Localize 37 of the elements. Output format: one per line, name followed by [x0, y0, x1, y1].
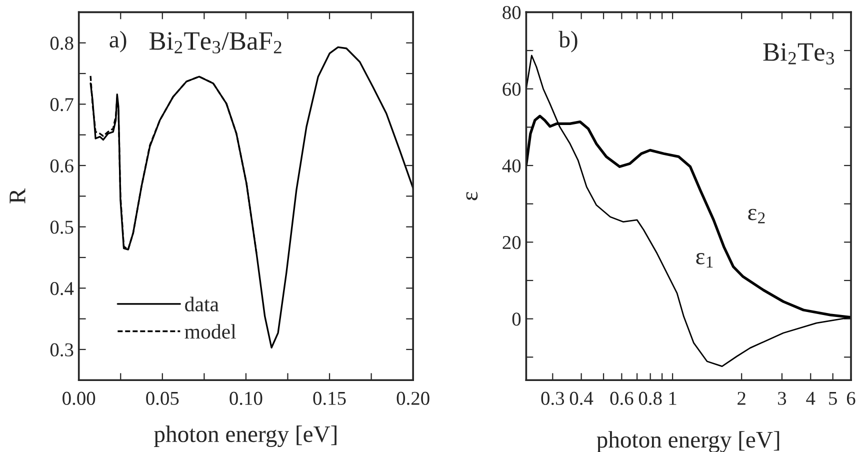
legend-label: data — [185, 296, 219, 312]
y-axis-title: ε — [466, 192, 478, 200]
y-tick-label: 0 — [512, 312, 521, 326]
x-tick-label: 3 — [778, 392, 786, 405]
x-tick-label: 1 — [669, 392, 676, 405]
annotation: Bi$_{2}$Te$_{3}$ — [763, 43, 834, 64]
y-tick-label: 0.7 — [50, 98, 74, 112]
y-tick-label: 0.6 — [50, 159, 74, 173]
annotation: Bi$_{2}$Te$_{3}$/BaF$_{2}$ — [149, 32, 282, 54]
y-tick-label: 0.3 — [50, 343, 74, 356]
y-tick-label: 40 — [502, 159, 521, 172]
y-tick-label: 0.5 — [50, 220, 74, 234]
x-tick-label: 6 — [846, 392, 856, 405]
y-tick-label: 0.8 — [50, 36, 74, 50]
x-tick-label: 0.05 — [146, 392, 179, 406]
x-tick-label: 0.20 — [396, 392, 430, 406]
x-tick-label: 2 — [738, 392, 746, 405]
y-tick-label: 80 — [502, 6, 521, 20]
x-axis-title: photon energy [eV] — [154, 426, 336, 448]
y-tick-label: 20 — [502, 236, 521, 250]
y-axis-title: R — [10, 188, 26, 204]
y-tick-label: 0.4 — [50, 282, 74, 296]
annotation: a) — [110, 30, 126, 52]
annotation: b) — [558, 30, 578, 52]
x-tick-label: 0.15 — [313, 392, 346, 406]
x-tick-label: 0.3 — [541, 392, 564, 406]
x-tick-label: 0.10 — [230, 392, 262, 406]
x-tick-label: 0.6 — [610, 392, 634, 406]
x-tick-label: 4 — [806, 392, 816, 405]
x-tick-label: 0.00 — [62, 392, 96, 406]
x-tick-label: 0.8 — [638, 392, 662, 406]
legend-label: model — [184, 324, 236, 339]
annotation: ε$_{1}$ — [696, 253, 713, 268]
x-tick-label: 5 — [829, 392, 837, 405]
y-tick-label: 60 — [502, 82, 521, 96]
x-tick-label: 0.4 — [570, 392, 594, 406]
annotation: ε$_{2}$ — [748, 208, 765, 224]
